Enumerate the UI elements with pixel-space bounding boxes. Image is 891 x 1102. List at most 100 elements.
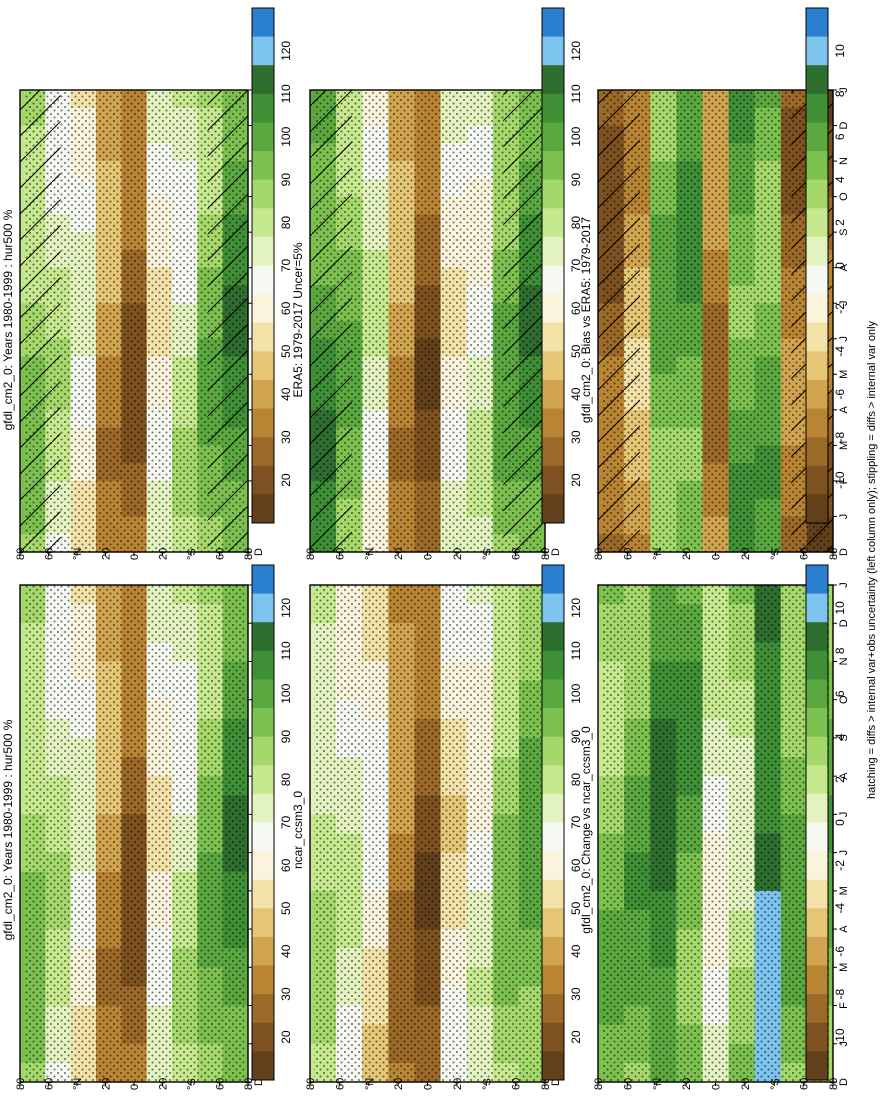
colorbar-swatch [542, 708, 564, 738]
colorbar-label: 60 [569, 858, 583, 872]
month-tick-label: N [838, 657, 850, 665]
colorbar-swatch [542, 593, 564, 623]
colorbar-label: 0 [833, 262, 847, 269]
colorbar-swatch [542, 936, 564, 966]
colorbar-swatch [252, 93, 274, 123]
colorbar-label: -8 [833, 432, 847, 443]
colorbar-swatch [542, 36, 564, 66]
hatching-south [503, 90, 545, 552]
colorbar-swatch [252, 36, 274, 66]
colorbar-swatch [252, 679, 274, 709]
colorbar-swatch [252, 793, 274, 823]
lat-tick-label: 20 [740, 1078, 752, 1090]
colorbar-1: 120 110 100 90 80 70 60 50 40 30 20 [251, 564, 293, 1081]
colorbar-swatch [252, 294, 274, 324]
colorbar-label: 30 [279, 430, 293, 444]
colorbar-label: -10 [833, 1028, 847, 1046]
colorbar-swatch [542, 994, 564, 1024]
colorbar-label: 40 [569, 944, 583, 958]
colorbar-label: -6 [833, 389, 847, 400]
colorbar-swatch [806, 593, 828, 623]
month-tick-label: N [838, 157, 850, 165]
colorbar-label: -4 [833, 346, 847, 357]
lat-tick-label: °S [769, 1078, 781, 1090]
colorbar-label: 80 [569, 773, 583, 787]
lat-tick-label: 80 [540, 1078, 552, 1090]
colorbar-label: 60 [279, 301, 293, 315]
colorbar-swatch [806, 708, 828, 738]
colorbar-label: 40 [569, 387, 583, 401]
colorbar-label: 110 [569, 641, 583, 660]
colorbar-swatch [252, 936, 274, 966]
panel-title: ERA5: 1979-2017 Uncer=5% [291, 242, 305, 397]
month-tick-label: J [838, 336, 850, 342]
lat-tick-label: 60 [511, 548, 523, 560]
colorbar-swatch [252, 65, 274, 95]
panel-title: ncar_ccsm3_0 [291, 791, 305, 869]
lat-tick-label: 60 [511, 1078, 523, 1090]
lat-tick-label: 20 [101, 1078, 113, 1090]
colorbar-6: 10 8 6 4 2 0 -2 -4 -6 -8 -10 [805, 7, 847, 524]
colorbar-label: 110 [279, 84, 293, 103]
lat-tick-label: 20 [393, 548, 405, 560]
stippling [23, 585, 245, 1082]
lat-tick-label: 80 [243, 548, 255, 560]
month-tick-label: J [838, 582, 850, 588]
panel-title: gfdl_cm2_0: Bias vs ERA5: 1979-2017 [579, 217, 593, 423]
hatching-north [310, 90, 352, 552]
month-tick-label: M [838, 886, 850, 895]
colorbar-swatch [252, 822, 274, 852]
colorbar-swatch [252, 179, 274, 209]
lat-tick-label: 0 [129, 554, 141, 560]
colorbar-label: 20 [569, 1030, 583, 1044]
colorbar-swatch [542, 8, 564, 38]
colorbar-swatch [252, 322, 274, 352]
colorbar-swatch [542, 622, 564, 652]
month-tick-label: M [838, 370, 850, 379]
month-tick-label: A [838, 925, 850, 933]
lat-tick-label: 20 [681, 1078, 693, 1090]
colorbar-label: 30 [569, 987, 583, 1001]
lat-tick-label: 80 [593, 1078, 605, 1090]
stippling [313, 585, 542, 1082]
lat-tick-label: 80 [15, 1078, 27, 1090]
colorbar-4: 120 110 100 90 80 70 60 50 40 30 20 [541, 7, 583, 524]
colorbar-label: 50 [569, 901, 583, 915]
colorbar-swatch [542, 765, 564, 795]
lat-tick-label: 80 [15, 548, 27, 560]
colorbar-swatch [542, 65, 564, 95]
lat-tick-label: 80 [540, 548, 552, 560]
lat-tick-label: °N [364, 1078, 376, 1090]
colorbar-swatch [806, 179, 828, 209]
colorbar-swatch [542, 179, 564, 209]
colorbar-label: 90 [569, 173, 583, 187]
month-tick-label: J [838, 850, 850, 856]
colorbar-swatch [806, 622, 828, 652]
colorbar-swatch [806, 437, 828, 467]
lat-tick-label: 20 [452, 1078, 464, 1090]
colorbar-swatch [542, 1051, 564, 1081]
colorbar-swatch [252, 851, 274, 881]
lat-tick-label: 20 [158, 1078, 170, 1090]
month-tick-label: D [838, 619, 850, 627]
lat-tick-label: °N [364, 548, 376, 560]
hatching-north [20, 90, 61, 552]
colorbar-swatch [542, 294, 564, 324]
colorbar-label: 60 [569, 301, 583, 315]
colorbar-label: 90 [279, 173, 293, 187]
colorbar-swatch [806, 151, 828, 181]
colorbar-swatch [252, 994, 274, 1024]
month-tick-label: D [253, 1078, 265, 1086]
month-tick-label: J [838, 812, 850, 818]
colorbar-swatch [806, 265, 828, 295]
colorbar-swatch [252, 8, 274, 38]
colorbar-swatch [542, 494, 564, 524]
colorbar-label: 120 [279, 598, 293, 618]
colorbar-label: 120 [569, 598, 583, 618]
colorbar-swatch [806, 765, 828, 795]
month-tick-label: J [838, 300, 850, 306]
month-tick-label: M [838, 963, 850, 972]
lat-tick-label: °N [652, 1078, 664, 1090]
colorbar-label: 110 [279, 641, 293, 660]
